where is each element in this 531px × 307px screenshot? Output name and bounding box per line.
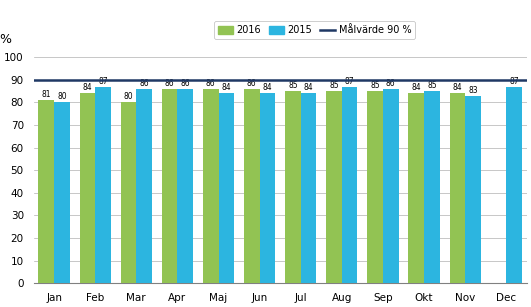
Bar xyxy=(424,91,440,283)
Text: %: % xyxy=(0,33,11,46)
Text: 84: 84 xyxy=(82,84,92,92)
Bar xyxy=(342,87,357,283)
Text: 85: 85 xyxy=(427,81,436,90)
Text: 87: 87 xyxy=(98,77,108,86)
Text: 85: 85 xyxy=(288,81,298,90)
Bar xyxy=(54,103,70,283)
Text: 86: 86 xyxy=(247,79,256,88)
Text: 87: 87 xyxy=(509,77,519,86)
Bar xyxy=(285,91,301,283)
Text: 84: 84 xyxy=(304,84,313,92)
Text: 86: 86 xyxy=(181,79,190,88)
Bar xyxy=(121,103,136,283)
Text: 86: 86 xyxy=(139,79,149,88)
Bar xyxy=(408,93,424,283)
Text: 86: 86 xyxy=(165,79,174,88)
Text: 84: 84 xyxy=(263,84,272,92)
Text: 80: 80 xyxy=(57,92,67,102)
Bar xyxy=(260,93,275,283)
Text: 87: 87 xyxy=(345,77,355,86)
Text: 81: 81 xyxy=(41,90,51,99)
Text: 84: 84 xyxy=(412,84,421,92)
Text: 86: 86 xyxy=(206,79,216,88)
Bar xyxy=(450,93,465,283)
Text: 84: 84 xyxy=(452,84,462,92)
Bar xyxy=(383,89,399,283)
Text: 85: 85 xyxy=(329,81,339,90)
Text: 86: 86 xyxy=(386,79,396,88)
Bar xyxy=(301,93,316,283)
Legend: 2016, 2015, Målvärde 90 %: 2016, 2015, Målvärde 90 % xyxy=(215,21,415,39)
Bar xyxy=(219,93,234,283)
Bar xyxy=(38,100,54,283)
Bar xyxy=(367,91,383,283)
Bar xyxy=(465,95,481,283)
Bar xyxy=(162,89,177,283)
Bar xyxy=(326,91,342,283)
Bar xyxy=(177,89,193,283)
Text: 80: 80 xyxy=(124,92,133,102)
Bar xyxy=(244,89,260,283)
Bar xyxy=(203,89,219,283)
Text: 85: 85 xyxy=(370,81,380,90)
Bar xyxy=(80,93,95,283)
Text: 83: 83 xyxy=(468,86,478,95)
Bar xyxy=(506,87,522,283)
Bar xyxy=(136,89,152,283)
Bar xyxy=(95,87,111,283)
Text: 84: 84 xyxy=(221,84,231,92)
